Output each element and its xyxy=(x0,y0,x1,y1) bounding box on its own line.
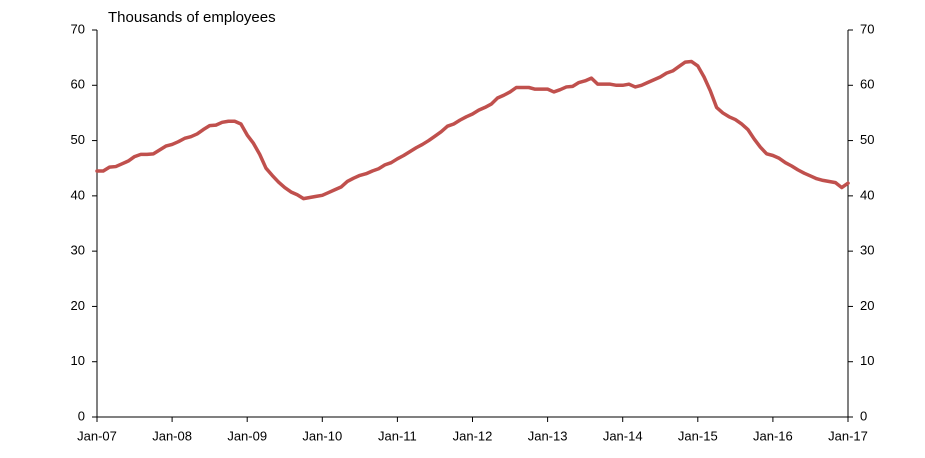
x-tick-label: Jan-13 xyxy=(528,428,568,443)
y2-tick-label: 60 xyxy=(860,77,874,92)
y2-tick-label: 40 xyxy=(860,187,874,202)
y2-tick-label: 10 xyxy=(860,353,874,368)
y2-tick-label: 20 xyxy=(860,298,874,313)
y2-tick-label: 0 xyxy=(860,408,867,423)
x-tick-label: Jan-09 xyxy=(227,428,267,443)
y-tick-label: 0 xyxy=(78,408,85,423)
x-tick-label: Jan-07 xyxy=(77,428,117,443)
y-tick-label: 30 xyxy=(71,243,85,258)
x-tick-label: Jan-17 xyxy=(828,428,868,443)
x-tick-label: Jan-10 xyxy=(302,428,342,443)
x-tick-label: Jan-08 xyxy=(152,428,192,443)
y-tick-label: 50 xyxy=(71,132,85,147)
y-axis-title: Thousands of employees xyxy=(108,9,276,26)
x-tick-label: Jan-14 xyxy=(603,428,643,443)
y-tick-label: 70 xyxy=(71,21,85,36)
x-tick-label: Jan-16 xyxy=(753,428,793,443)
line-series xyxy=(95,59,850,201)
y-tick-label: 60 xyxy=(71,77,85,92)
y2-tick-label: 70 xyxy=(860,21,874,36)
x-tick-label: Jan-15 xyxy=(678,428,718,443)
x-tick-label: Jan-11 xyxy=(378,428,417,443)
y-tick-label: 20 xyxy=(71,298,85,313)
x-tick-label: Jan-12 xyxy=(453,428,493,443)
y-tick-label: 40 xyxy=(71,187,85,202)
y2-tick-label: 50 xyxy=(860,132,874,147)
y-tick-label: 10 xyxy=(71,353,85,368)
y2-tick-label: 30 xyxy=(860,243,874,258)
